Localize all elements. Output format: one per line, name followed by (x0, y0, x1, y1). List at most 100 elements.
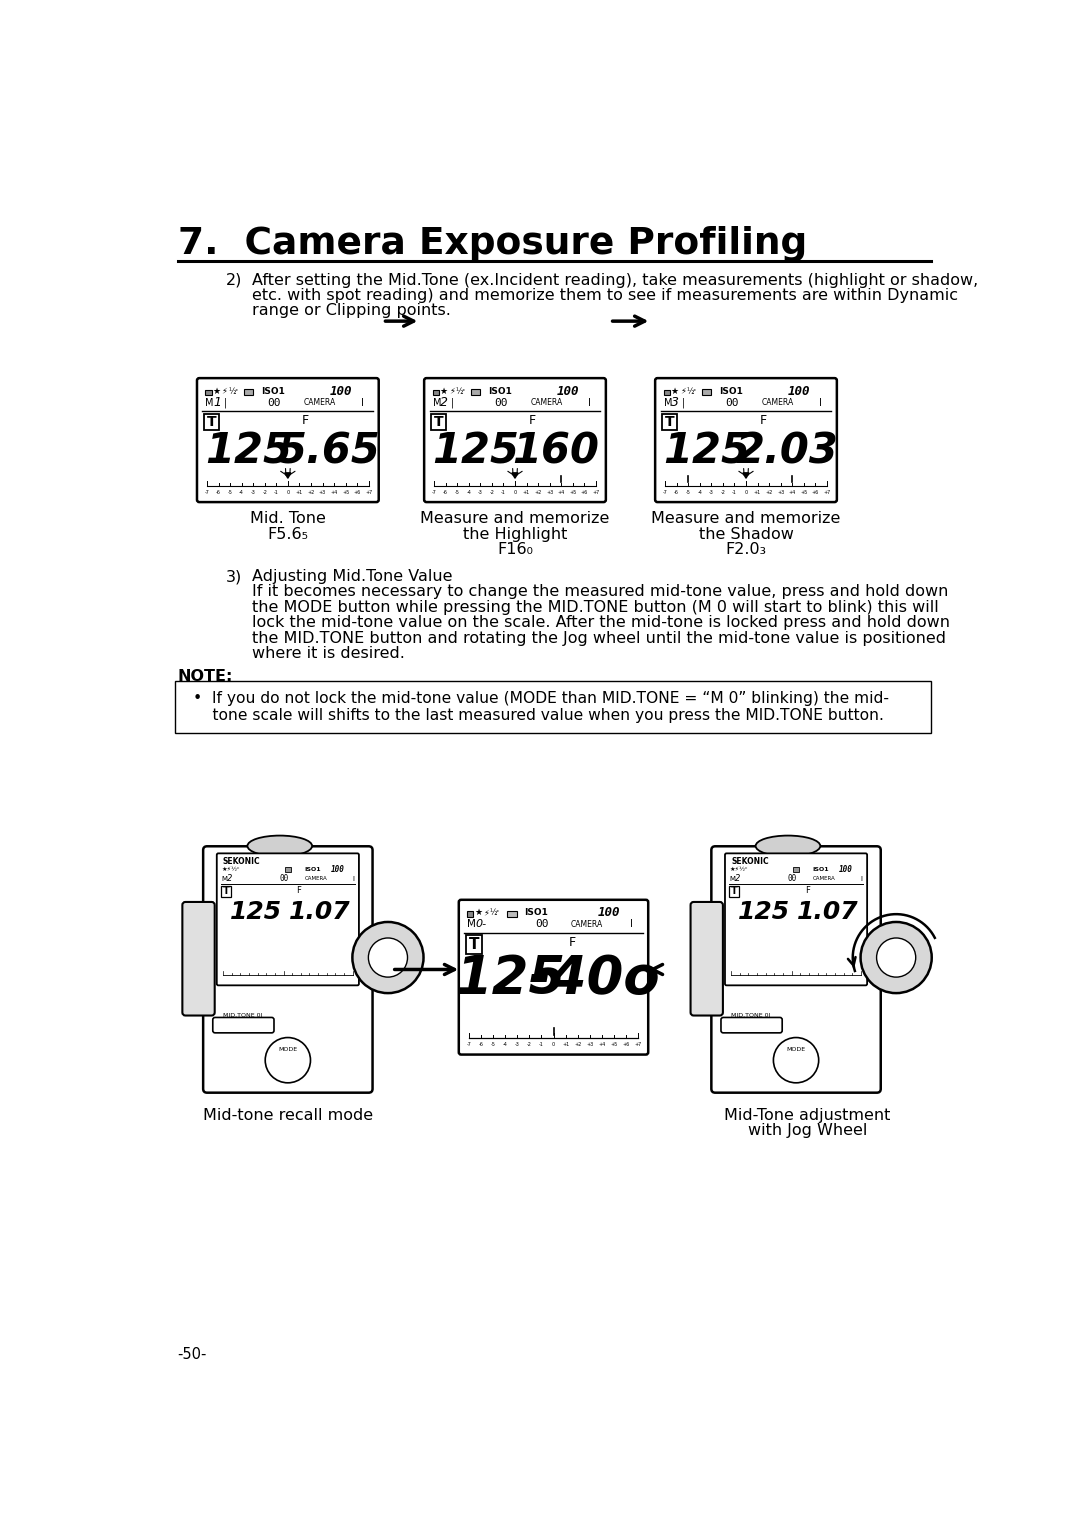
Circle shape (352, 922, 423, 992)
Text: +5: +5 (569, 489, 577, 495)
Text: ⚡: ⚡ (449, 387, 455, 396)
Text: +1: +1 (562, 1042, 569, 1048)
Text: 125: 125 (230, 900, 282, 923)
Text: 125: 125 (456, 953, 566, 1005)
Ellipse shape (756, 836, 821, 856)
Text: T: T (665, 416, 675, 430)
Text: |: | (683, 397, 686, 408)
Text: M: M (221, 876, 228, 882)
Text: F: F (760, 414, 767, 426)
Text: 125: 125 (205, 430, 293, 472)
Text: +3: +3 (586, 1042, 593, 1048)
Text: -2: -2 (527, 1042, 531, 1048)
Text: ★: ★ (671, 387, 678, 396)
Text: -1: -1 (539, 1042, 544, 1048)
Text: CAMERA: CAMERA (761, 399, 794, 407)
Text: If it becomes necessary to change the measured mid-tone value, press and hold do: If it becomes necessary to change the me… (252, 584, 948, 600)
Text: 100: 100 (330, 865, 345, 874)
Text: +3: +3 (319, 489, 326, 495)
Text: I: I (361, 397, 364, 408)
Text: 125: 125 (663, 430, 751, 472)
FancyBboxPatch shape (204, 414, 219, 431)
FancyBboxPatch shape (175, 681, 931, 733)
Text: ⚡: ⚡ (484, 908, 489, 917)
FancyBboxPatch shape (656, 377, 837, 502)
Text: M: M (205, 397, 214, 408)
Text: Mid-tone recall mode: Mid-tone recall mode (203, 1108, 373, 1123)
Text: -4: -4 (239, 489, 244, 495)
Text: +2: +2 (766, 489, 772, 495)
Text: -5: -5 (490, 1042, 496, 1048)
Text: F: F (568, 936, 576, 950)
Text: -6: -6 (216, 489, 221, 495)
Text: I: I (588, 397, 591, 408)
Text: +2: +2 (535, 489, 542, 495)
Text: 100: 100 (329, 385, 352, 397)
Polygon shape (743, 472, 750, 479)
Text: Adjusting Mid.Tone Value: Adjusting Mid.Tone Value (252, 569, 453, 584)
Text: +1: +1 (523, 489, 530, 495)
Text: the Shadow: the Shadow (699, 526, 794, 542)
Text: M: M (663, 397, 672, 408)
FancyBboxPatch shape (721, 1017, 782, 1032)
Text: 100: 100 (839, 865, 853, 874)
Bar (702, 390, 712, 396)
Text: ★⚡½ᶜ: ★⚡½ᶜ (221, 867, 240, 871)
Text: ½ᶜ: ½ᶜ (228, 387, 239, 396)
Text: range or Clipping points.: range or Clipping points. (252, 304, 450, 319)
Circle shape (861, 922, 932, 992)
Bar (471, 390, 481, 396)
Text: 0: 0 (552, 1042, 555, 1048)
Text: ISO1: ISO1 (305, 867, 321, 871)
Text: -4: -4 (698, 489, 702, 495)
Text: 2.03: 2.03 (735, 430, 838, 472)
Text: T: T (434, 416, 444, 430)
Text: ★⚡½ᶜ: ★⚡½ᶜ (730, 867, 748, 871)
Text: -3: -3 (708, 489, 714, 495)
Text: CAMERA: CAMERA (812, 876, 835, 881)
Text: -2: -2 (262, 489, 267, 495)
FancyBboxPatch shape (203, 847, 373, 1092)
Text: -3: -3 (515, 1042, 519, 1048)
Text: +2: +2 (575, 1042, 581, 1048)
Text: -7: -7 (663, 489, 667, 495)
Text: with Jog Wheel: with Jog Wheel (748, 1123, 867, 1138)
Text: ISO1: ISO1 (488, 387, 512, 396)
Text: 00: 00 (280, 874, 288, 884)
Bar (663, 390, 670, 396)
Text: -7: -7 (204, 489, 210, 495)
Text: SEKONIC: SEKONIC (731, 858, 769, 867)
Bar (508, 911, 516, 917)
Text: SEKONIC: SEKONIC (222, 858, 260, 867)
Text: I: I (819, 397, 822, 408)
Text: I: I (861, 876, 863, 882)
Polygon shape (285, 472, 291, 479)
Text: CAMERA: CAMERA (305, 876, 327, 881)
Text: ISO1: ISO1 (813, 867, 829, 871)
Text: 2: 2 (441, 396, 448, 410)
Bar (205, 390, 212, 396)
FancyBboxPatch shape (467, 936, 482, 954)
Text: -4: -4 (467, 489, 471, 495)
Text: 1.07: 1.07 (289, 900, 351, 923)
Text: 125: 125 (738, 900, 791, 923)
FancyBboxPatch shape (729, 887, 739, 897)
FancyBboxPatch shape (213, 1017, 274, 1032)
Text: |: | (451, 397, 455, 408)
FancyBboxPatch shape (459, 900, 648, 1054)
Text: ⚡: ⚡ (221, 387, 228, 396)
Text: 00: 00 (725, 397, 739, 408)
Text: where it is desired.: where it is desired. (252, 646, 405, 661)
Text: 0-: 0- (475, 919, 486, 930)
Text: +5: +5 (610, 1042, 618, 1048)
Text: -40ο: -40ο (528, 953, 660, 1005)
Text: +1: +1 (754, 489, 761, 495)
FancyBboxPatch shape (690, 902, 723, 1016)
FancyBboxPatch shape (183, 902, 215, 1016)
Text: CAMERA: CAMERA (530, 399, 563, 407)
Text: -2: -2 (489, 489, 495, 495)
Text: -7: -7 (432, 489, 436, 495)
Text: Mid. Tone: Mid. Tone (249, 511, 326, 526)
Text: Measure and memorize: Measure and memorize (651, 511, 840, 526)
Text: T: T (469, 937, 480, 953)
